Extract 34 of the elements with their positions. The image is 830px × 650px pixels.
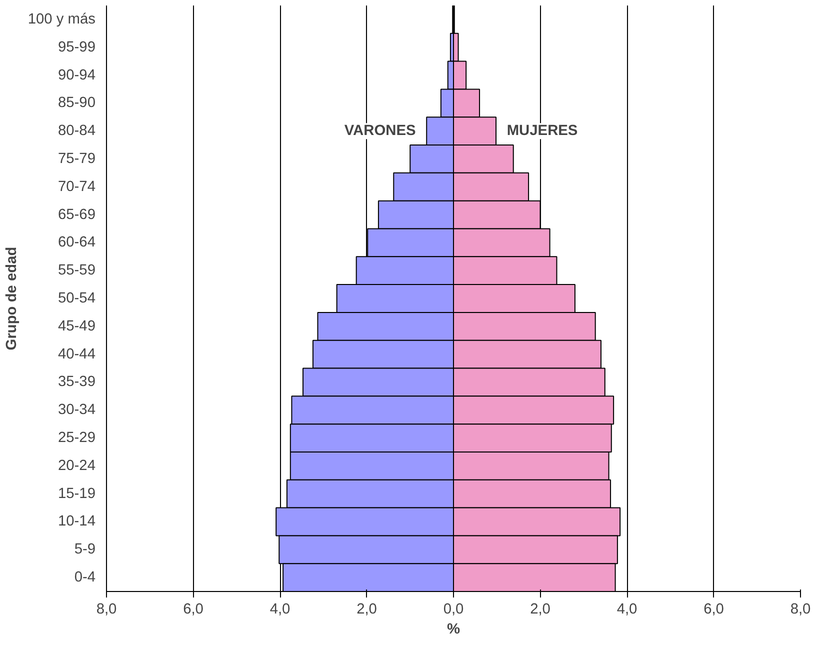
y-tick-label: 90-94 xyxy=(58,67,96,84)
y-tick-label: 35-39 xyxy=(58,374,96,390)
y-tick-label: 70-74 xyxy=(58,178,96,195)
y-tick-label: 15-19 xyxy=(58,486,96,502)
y-tick-label: 0-4 xyxy=(74,570,96,586)
y-tick-label: 5-9 xyxy=(74,542,96,558)
x-tick-label: 8,0 xyxy=(790,602,811,618)
series-label: VARONES xyxy=(344,123,416,140)
y-axis-title: Grupo de edad xyxy=(4,246,20,350)
y-tick-label: 85-90 xyxy=(58,95,96,112)
y-tick-label: 10-14 xyxy=(58,514,96,530)
y-tick-label: 50-54 xyxy=(58,290,96,306)
series-label: MUJERES xyxy=(506,123,578,140)
y-tick-label: 100 y más xyxy=(28,11,96,28)
y-tick-label: 75-79 xyxy=(58,150,96,167)
x-tick-label: 6,0 xyxy=(704,602,724,618)
y-tick-label: 95-99 xyxy=(58,39,96,56)
y-tick-label: 65-69 xyxy=(58,206,96,223)
y-tick-label: 60-64 xyxy=(58,234,96,251)
x-tick-label: 2,0 xyxy=(356,602,377,618)
x-tick-label: 6,0 xyxy=(183,602,204,618)
y-tick-label: 25-29 xyxy=(58,430,96,446)
x-tick-label: 4,0 xyxy=(616,602,638,618)
y-tick-label: 80-84 xyxy=(58,123,96,140)
y-tick-label: 30-34 xyxy=(58,402,96,418)
x-tick-label: 8,0 xyxy=(96,602,117,618)
y-tick-label: 45-49 xyxy=(58,318,96,334)
y-tick-label: 40-44 xyxy=(58,346,96,362)
y-tick-label: 55-59 xyxy=(58,262,96,279)
x-tick-label: 4,0 xyxy=(270,602,290,618)
x-axis-title: % xyxy=(446,622,460,638)
x-tick-label: 2,0 xyxy=(530,602,550,618)
x-tick-label: 0,0 xyxy=(443,602,464,618)
y-tick-label: 20-24 xyxy=(58,458,96,474)
